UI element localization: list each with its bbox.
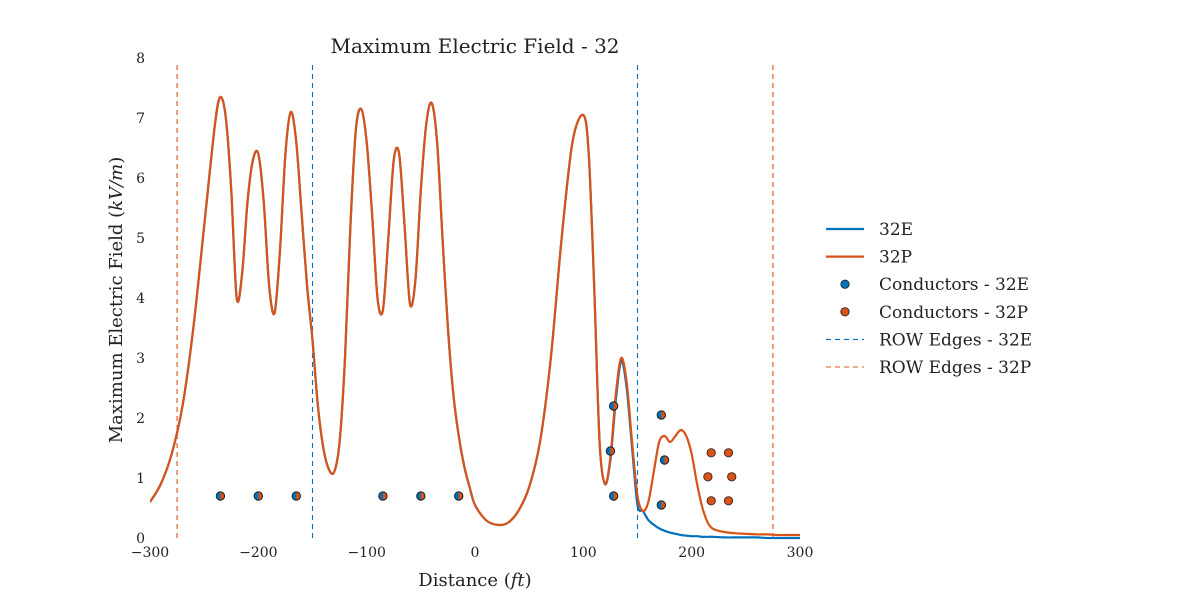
conductor-32e-outline — [659, 455, 670, 465]
conductor-32e-outline — [291, 491, 301, 501]
y-tick-label: 3 — [136, 351, 145, 367]
conductor-32e-outline — [416, 491, 426, 501]
legend-label: ROW Edges - 32P — [879, 358, 1031, 378]
x-tick-label: 300 — [787, 545, 814, 561]
y-tick-label: 1 — [136, 471, 145, 487]
conductor-32e-point — [378, 491, 383, 501]
legend: 32E 32P Conductors - 32E Conductors - 32P RO… — [826, 220, 1032, 378]
conductor-32e-point — [657, 500, 662, 510]
x-tick-label: 100 — [570, 545, 597, 561]
plot-area: −300 −200 −100 0 100 200 300 0 1 2 3 4 5 6 7 8 — [131, 51, 814, 561]
conductor-32e-outline — [454, 491, 464, 501]
conductor-32e-outline — [609, 401, 619, 411]
y-axis-label: Maximum Electric Field — [106, 224, 127, 444]
conductor-32p-point — [723, 448, 734, 458]
conductor-32e-outline — [215, 491, 226, 501]
y-tick-label: 7 — [136, 111, 145, 127]
conductor-32p-point — [727, 472, 737, 482]
conductor-32e-point — [606, 446, 611, 456]
conductor-32p-point — [706, 448, 716, 458]
y-axis-unit: kV/m — [106, 164, 127, 211]
conductor-32e-outline — [656, 410, 666, 420]
conductor-32e-point — [216, 491, 221, 501]
conductor-32e-outline — [378, 491, 388, 501]
legend-label: ROW Edges - 32E — [879, 330, 1032, 350]
x-axis-unit: ft — [509, 570, 526, 591]
y-axis-title: Maximum Electric Field (kV/m) — [106, 157, 127, 444]
conductor-32e-outline — [656, 500, 666, 510]
x-tick-label: 0 — [471, 545, 480, 561]
legend-label: Conductors - 32P — [879, 303, 1028, 323]
x-tick-label: −200 — [239, 545, 277, 561]
legend-label: Conductors - 32E — [879, 275, 1029, 295]
series-line-32e — [150, 95, 800, 540]
y-tick-label: 6 — [136, 171, 145, 187]
conductor-32e-outline — [253, 491, 263, 501]
y-tick-label: 0 — [136, 531, 145, 547]
conductor-32e-outline — [605, 446, 616, 456]
conductor-32p-point — [723, 496, 734, 506]
conductor-32e-point — [657, 410, 662, 420]
conductor-32e-point — [416, 491, 421, 501]
y-tick-label: 4 — [136, 291, 145, 307]
conductor-32e-point — [609, 401, 614, 411]
conductor-32e-point — [254, 491, 259, 501]
conductor-32e-point — [660, 455, 665, 465]
legend-label: 32P — [879, 248, 912, 268]
conductor-32p-point — [706, 496, 716, 506]
legend-label: 32E — [879, 220, 913, 240]
y-tick-label: 8 — [136, 51, 145, 67]
x-tick-label: −300 — [131, 545, 169, 561]
x-tick-label: −100 — [347, 545, 385, 561]
x-axis-label: Distance — [418, 570, 498, 591]
series-line-32p — [150, 95, 800, 537]
chart-title: Maximum Electric Field - 32 — [330, 34, 619, 58]
x-tick-label: 200 — [678, 545, 705, 561]
x-axis-title: Distance (ft) — [418, 570, 531, 591]
conductor-32e-point — [454, 491, 459, 501]
legend-swatch-marker — [840, 279, 850, 289]
conductor-32e-point — [292, 491, 297, 501]
y-tick-label: 2 — [136, 411, 145, 427]
conductor-32e-outline — [609, 491, 619, 501]
conductor-32p-point — [703, 472, 713, 482]
legend-swatch-marker — [840, 307, 850, 317]
conductor-32e-point — [609, 491, 614, 501]
y-tick-label: 5 — [136, 231, 145, 247]
